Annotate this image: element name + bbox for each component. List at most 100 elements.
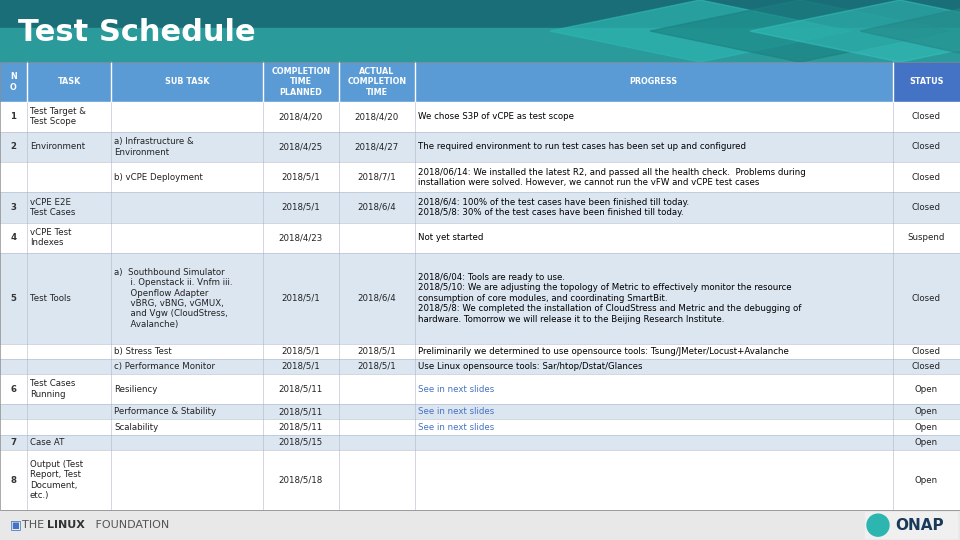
Bar [893,192,960,222]
Bar [111,359,263,374]
Bar [0,162,27,192]
Bar [263,253,339,344]
Text: 2018/5/11: 2018/5/11 [278,407,324,416]
Text: c) Performance Monitor: c) Performance Monitor [114,362,215,371]
Bar [263,192,339,222]
Bar [339,344,415,359]
Polygon shape [650,0,950,62]
Bar [263,359,339,374]
Bar [27,253,111,344]
Text: Closed: Closed [912,143,941,151]
Bar [263,102,339,132]
Bar [111,62,263,102]
Text: ACTUAL
COMPLETION
TIME: ACTUAL COMPLETION TIME [348,67,406,97]
Text: Closed: Closed [912,347,941,356]
Bar [339,102,415,132]
Bar [893,435,960,450]
Bar [27,374,111,404]
Bar [27,162,111,192]
Bar [0,192,27,222]
Text: 2018/5/11: 2018/5/11 [278,384,324,394]
Text: N
O: N O [10,72,17,91]
Bar [111,102,263,132]
Bar [415,404,893,420]
Bar [263,132,339,162]
Bar [263,62,339,102]
Bar [893,404,960,420]
Bar [0,344,27,359]
Bar [339,435,415,450]
Bar [111,162,263,192]
Text: Output (Test
Report, Test
Document,
etc.): Output (Test Report, Test Document, etc.… [30,460,83,500]
Text: 2018/6/4: 2018/6/4 [357,203,396,212]
Text: 2018/7/1: 2018/7/1 [357,173,396,182]
Bar [865,512,957,538]
Text: Open: Open [915,384,938,394]
Bar [339,450,415,510]
Text: 2018/6/4: 100% of the test cases have been finished till today.
2018/5/8: 30% of: 2018/6/4: 100% of the test cases have be… [418,198,689,217]
Text: 2018/5/1: 2018/5/1 [281,294,321,303]
Text: Not yet started: Not yet started [418,233,483,242]
Polygon shape [550,0,850,62]
Bar [415,450,893,510]
Bar [415,344,893,359]
Bar [263,162,339,192]
Text: a)  Southbound Simulator
      i. Openstack ii. Vnfm iii.
      Openflow Adapter: a) Southbound Simulator i. Openstack ii.… [114,268,233,329]
Bar [415,132,893,162]
Text: 2018/5/1: 2018/5/1 [281,203,321,212]
Text: 2018/4/23: 2018/4/23 [278,233,324,242]
Bar [111,192,263,222]
Bar [0,359,27,374]
Bar [339,192,415,222]
Bar [0,132,27,162]
Bar [339,420,415,435]
Bar [111,404,263,420]
Text: Resiliency: Resiliency [114,384,157,394]
Bar [27,132,111,162]
Bar [339,62,415,102]
Bar [893,253,960,344]
Text: 2018/4/27: 2018/4/27 [354,143,399,151]
Bar [415,435,893,450]
Text: Closed: Closed [912,203,941,212]
Bar [339,162,415,192]
Text: vCPE E2E
Test Cases: vCPE E2E Test Cases [30,198,75,217]
Bar [893,132,960,162]
Text: ONAP: ONAP [895,518,944,532]
Bar [0,28,960,62]
Bar [893,222,960,253]
Text: 4: 4 [11,233,16,242]
Text: 2018/6/4: 2018/6/4 [357,294,396,303]
Text: b) vCPE Deployment: b) vCPE Deployment [114,173,204,182]
Bar [0,62,27,102]
Text: 2: 2 [11,143,16,151]
Bar [0,253,27,344]
Bar [111,420,263,435]
Text: 5: 5 [11,294,16,303]
Bar [263,435,339,450]
Bar [893,62,960,102]
Bar [111,344,263,359]
Bar [27,192,111,222]
Bar [0,374,27,404]
Bar [893,102,960,132]
Text: Open: Open [915,476,938,484]
Bar [339,404,415,420]
Text: Environment: Environment [30,143,85,151]
Text: Closed: Closed [912,112,941,121]
Text: 2018/5/1: 2018/5/1 [281,347,321,356]
Bar [27,62,111,102]
Bar [27,359,111,374]
Bar [893,359,960,374]
Text: 2018/5/1: 2018/5/1 [281,173,321,182]
Bar [27,222,111,253]
Text: TASK: TASK [58,77,81,86]
Text: STATUS: STATUS [909,77,944,86]
Bar [111,374,263,404]
Bar [0,102,27,132]
Text: The required environment to run test cases has been set up and configured: The required environment to run test cas… [418,143,746,151]
Bar [27,404,111,420]
Bar [415,374,893,404]
Bar [415,62,893,102]
Circle shape [867,514,889,536]
